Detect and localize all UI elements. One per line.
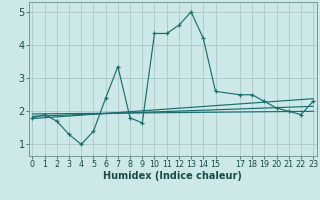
X-axis label: Humidex (Indice chaleur): Humidex (Indice chaleur): [103, 171, 242, 181]
